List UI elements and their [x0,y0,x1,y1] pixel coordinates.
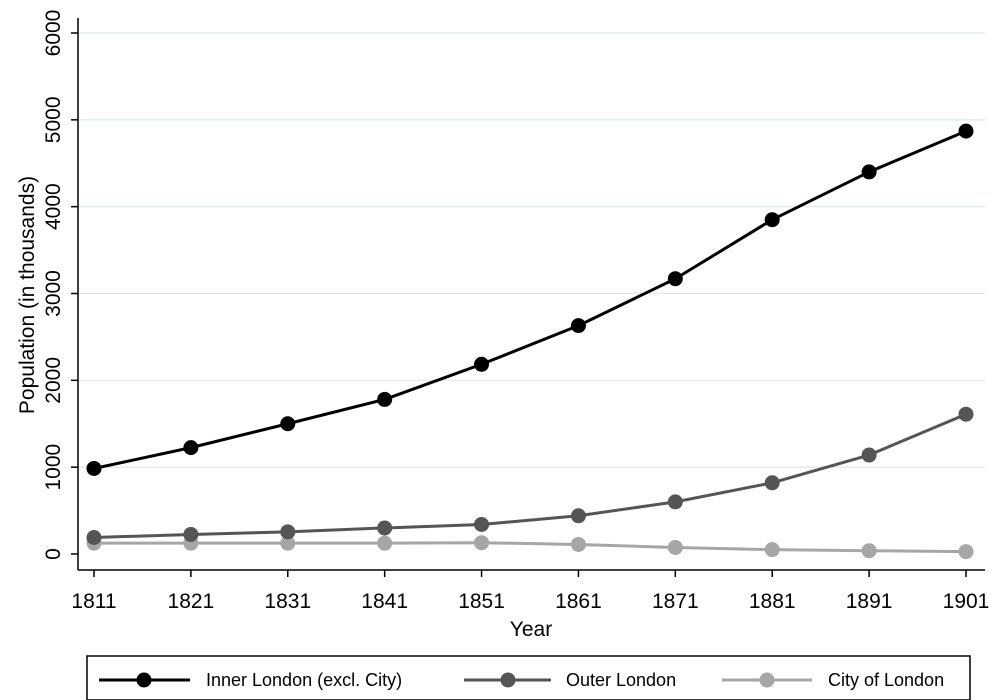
data-point [861,543,877,559]
y-tick-label: 2000 [42,357,65,404]
series-layer [86,123,974,560]
data-point [667,271,683,287]
legend-marker [759,672,775,688]
x-tick-label: 1831 [264,590,311,613]
legend-marker [500,672,516,688]
series-1 [86,406,974,546]
x-tick-label: 1811 [71,590,116,613]
legend-box [86,655,971,700]
data-point [474,356,490,372]
data-point [86,530,102,546]
data-point [474,516,490,532]
data-point [377,391,393,407]
legend-item: Inner London (excl. City) [99,670,402,690]
data-point [861,447,877,463]
y-tick-label: 6000 [42,10,65,57]
data-point [280,524,296,540]
data-point [280,416,296,432]
y-tick-label: 3000 [42,270,65,317]
y-tick-label: 0 [42,548,65,560]
data-point [861,164,877,180]
series-line [93,412,967,540]
data-point [183,526,199,542]
series-line [93,129,967,470]
x-tick-label: 1861 [555,590,602,613]
data-point [377,520,393,536]
legend-marker [136,672,152,688]
x-tick-label: 1881 [749,590,796,613]
axes: 0 1000 2000 3000 4000 5000 6000 1811 1821 1831 184… [42,10,989,613]
data-point [570,536,586,552]
y-axis-title: Population (in thousands) [16,176,39,414]
data-point [958,544,974,560]
series-0 [86,123,974,476]
legend: Inner London (excl. City) Outer London Cit… [86,655,971,700]
series-2 [86,535,974,560]
x-tick-label: 1821 [168,590,215,613]
data-point [764,475,780,491]
x-tick-label: 1901 [943,590,990,613]
data-point [667,494,683,510]
data-point [958,123,974,139]
x-tick-label: 1871 [652,590,699,613]
series-line [94,541,967,554]
y-tick-label: 5000 [42,96,65,143]
data-point [764,542,780,558]
data-point [183,440,199,456]
data-point [764,212,780,228]
y-tick-label: 4000 [42,183,65,230]
data-point [570,508,586,524]
legend-label: Inner London (excl. City) [206,670,402,690]
legend-item: City of London [722,670,944,690]
legend-label: Outer London [566,670,676,690]
data-point [570,318,586,334]
data-point [958,406,974,422]
data-point [280,535,296,551]
legend-item: Outer London [464,670,676,690]
y-tick-label: 1000 [42,444,65,491]
data-point [474,535,490,551]
x-axis-title: Year [510,618,552,641]
legend-label: City of London [828,670,944,690]
data-point [667,539,683,555]
x-tick-label: 1851 [458,590,505,613]
data-point [86,460,102,476]
x-tick-label: 1891 [846,590,893,613]
data-point [377,535,393,551]
gridlines [78,32,985,468]
x-tick-label: 1841 [361,590,408,613]
